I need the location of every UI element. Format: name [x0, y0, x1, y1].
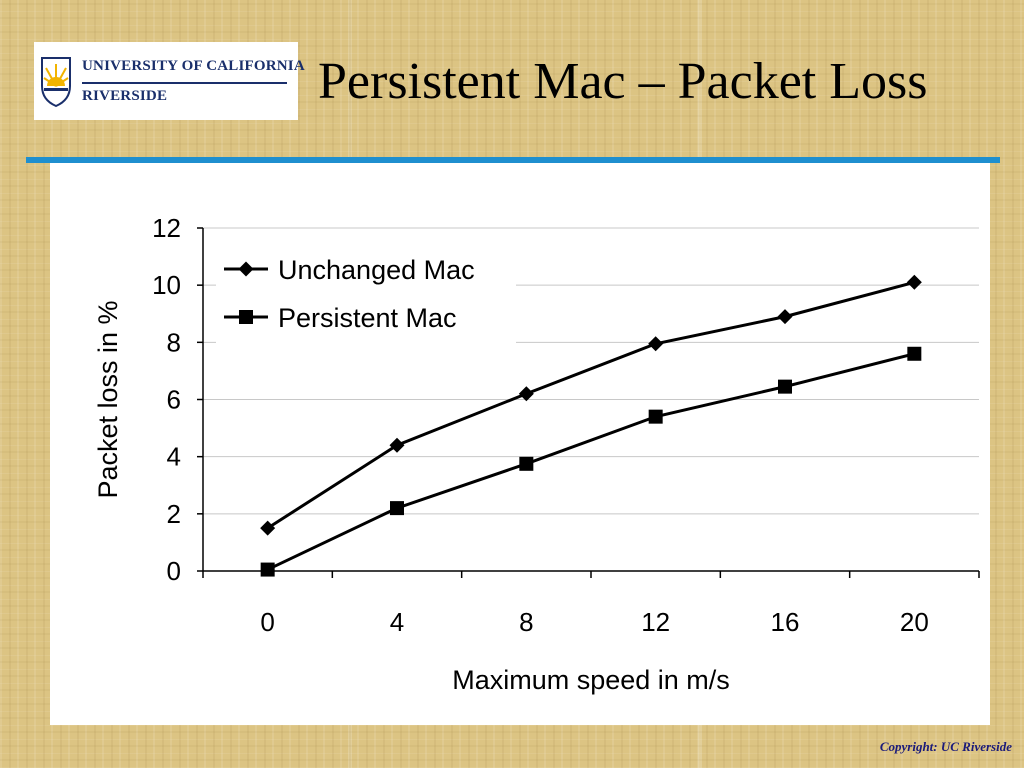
uc-seal-icon [41, 57, 71, 108]
data-point-series-1 [518, 386, 534, 402]
data-point-series-1 [260, 520, 276, 536]
data-point-series-2 [390, 501, 404, 516]
slide-title: Persistent Mac – Packet Loss [318, 53, 928, 110]
legend-label: Persistent Mac [278, 303, 457, 333]
logo-text-university: UNIVERSITY OF CALIFORNIA [82, 58, 305, 74]
x-tick-label: 12 [641, 607, 670, 637]
chart-panel: 0 2 4 6 8 10 12 0 4 8 12 16 20 Maximum speed in m/s Pa… [50, 163, 990, 725]
x-tick-label: 20 [900, 607, 929, 637]
y-tick-label: 8 [167, 327, 181, 357]
y-tick-label: 12 [152, 213, 181, 243]
data-point-series-1 [389, 437, 405, 453]
y-tick-label: 4 [167, 442, 181, 472]
line-chart: 0 2 4 6 8 10 12 0 4 8 12 16 20 Maximum speed in m/s Pa… [93, 213, 980, 695]
data-point-series-2 [907, 346, 922, 361]
series-line-2 [267, 352, 915, 571]
copyright-text: Copyright: UC Riverside [879, 739, 1012, 754]
data-point-series-2 [519, 456, 534, 471]
logo-text-campus: RIVERSIDE [82, 88, 168, 104]
data-point-series-1 [648, 336, 664, 352]
x-tick-label: 16 [771, 607, 800, 637]
logo-divider [82, 82, 287, 84]
x-tick-label: 0 [260, 607, 274, 637]
legend-marker-2 [239, 310, 253, 324]
data-point-series-2 [778, 379, 792, 394]
y-axis-title: Packet loss in % [93, 300, 123, 498]
x-tick-label: 4 [390, 607, 404, 637]
y-tick-label: 10 [152, 270, 181, 300]
x-axis-title: Maximum speed in m/s [452, 665, 730, 695]
legend-marker-1 [238, 261, 254, 277]
series-line-1 [266, 280, 915, 530]
university-logo: UNIVERSITY OF CALIFORNIA RIVERSIDE [34, 42, 305, 120]
y-tick-label: 2 [167, 499, 181, 529]
legend-label: Unchanged Mac [278, 255, 475, 285]
y-tick-label: 6 [167, 385, 181, 415]
title-divider [26, 157, 1000, 163]
y-tick-label: 0 [167, 556, 181, 586]
legend-box [216, 247, 516, 343]
data-point-series-2 [648, 409, 663, 424]
data-point-series-1 [777, 309, 793, 325]
data-point-series-1 [906, 274, 922, 290]
data-point-series-2 [260, 562, 275, 577]
x-tick-label: 8 [519, 607, 533, 637]
